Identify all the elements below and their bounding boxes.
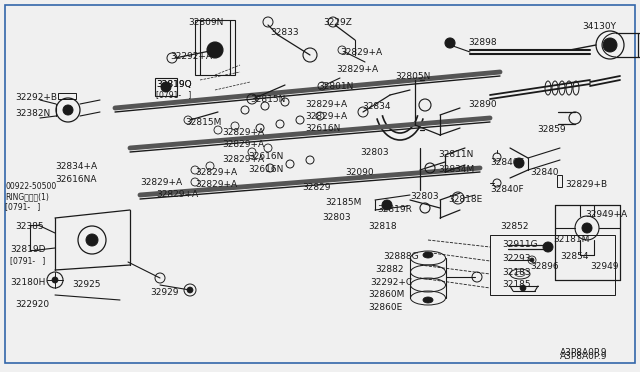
Text: 32854: 32854 xyxy=(560,252,589,261)
Text: 322920: 322920 xyxy=(15,300,49,309)
Text: 32888G: 32888G xyxy=(383,252,419,261)
Text: 32829+A: 32829+A xyxy=(195,168,237,177)
Text: 32185: 32185 xyxy=(502,280,531,289)
Text: 32911G: 32911G xyxy=(502,240,538,249)
Circle shape xyxy=(63,105,73,115)
Text: 32949+A: 32949+A xyxy=(585,210,627,219)
Text: 32898: 32898 xyxy=(468,38,497,47)
Text: [0791-   ]: [0791- ] xyxy=(156,90,191,99)
Text: 32925: 32925 xyxy=(72,280,100,289)
Circle shape xyxy=(187,287,193,293)
Text: 32180H: 32180H xyxy=(10,278,45,287)
Text: A3P8A0P.9: A3P8A0P.9 xyxy=(560,352,607,361)
Text: 32385: 32385 xyxy=(15,222,44,231)
Text: 32181M: 32181M xyxy=(553,235,589,244)
Text: 32829+A: 32829+A xyxy=(222,128,264,137)
Text: 32293: 32293 xyxy=(502,254,531,263)
Ellipse shape xyxy=(423,297,433,303)
Text: 32890: 32890 xyxy=(468,100,497,109)
Circle shape xyxy=(86,234,98,246)
Text: 32829+A: 32829+A xyxy=(336,65,378,74)
Circle shape xyxy=(514,158,524,168)
Text: 32819Q: 32819Q xyxy=(156,80,191,89)
Circle shape xyxy=(520,285,526,291)
Text: 32829+A: 32829+A xyxy=(156,190,198,199)
Text: 32829+A: 32829+A xyxy=(195,180,237,189)
Text: 32949: 32949 xyxy=(590,262,618,271)
Text: 32616N: 32616N xyxy=(305,124,340,133)
Text: 32834+A: 32834+A xyxy=(55,162,97,171)
Ellipse shape xyxy=(423,252,433,258)
Text: 32292+C: 32292+C xyxy=(370,278,412,287)
Circle shape xyxy=(543,242,553,252)
Text: 32834M: 32834M xyxy=(438,165,474,174)
Circle shape xyxy=(382,200,392,210)
Text: 32834: 32834 xyxy=(362,102,390,111)
Text: 32829: 32829 xyxy=(302,183,330,192)
Text: 32803: 32803 xyxy=(360,148,388,157)
Text: 34130Y: 34130Y xyxy=(582,22,616,31)
Text: 32815M: 32815M xyxy=(185,118,221,127)
Circle shape xyxy=(207,42,223,58)
Text: [0791-   ]: [0791- ] xyxy=(5,202,40,211)
Text: 32819D: 32819D xyxy=(10,245,45,254)
Text: 32382N: 32382N xyxy=(15,109,51,118)
Text: 32815N: 32815N xyxy=(250,95,285,104)
Circle shape xyxy=(445,38,455,48)
Text: 32929: 32929 xyxy=(150,288,179,297)
Bar xyxy=(58,93,76,99)
Text: 32840F: 32840F xyxy=(490,185,524,194)
Text: 32829+B: 32829+B xyxy=(565,180,607,189)
Circle shape xyxy=(582,223,592,233)
Text: 32833: 32833 xyxy=(270,28,299,37)
Text: 00922-50500: 00922-50500 xyxy=(5,182,56,191)
Text: 32829+A: 32829+A xyxy=(305,112,347,121)
Text: 32829+A: 32829+A xyxy=(340,48,382,57)
Text: 32616N: 32616N xyxy=(248,165,284,174)
Text: 32819Q: 32819Q xyxy=(156,80,191,89)
Text: 3229Z: 3229Z xyxy=(323,18,352,27)
Text: 32616N: 32616N xyxy=(248,152,284,161)
Text: 32840: 32840 xyxy=(530,168,559,177)
Text: 32090: 32090 xyxy=(345,168,374,177)
Text: 32292+B: 32292+B xyxy=(15,93,57,102)
Circle shape xyxy=(603,38,617,52)
Text: 32819R: 32819R xyxy=(377,205,412,214)
Text: 32840E: 32840E xyxy=(490,158,524,167)
Text: 32852: 32852 xyxy=(500,222,529,231)
Text: 32801N: 32801N xyxy=(318,82,353,91)
Text: A3P8A0P.9: A3P8A0P.9 xyxy=(560,348,607,357)
Text: 32829+A: 32829+A xyxy=(222,155,264,164)
Circle shape xyxy=(52,277,58,283)
Text: 32859: 32859 xyxy=(537,125,566,134)
Text: RINGリング(1): RINGリング(1) xyxy=(5,192,49,201)
Circle shape xyxy=(530,258,534,262)
Text: 32616NA: 32616NA xyxy=(55,175,97,184)
Text: 32805N: 32805N xyxy=(395,72,430,81)
Bar xyxy=(195,20,235,75)
Text: 32896: 32896 xyxy=(530,262,559,271)
Text: 32803: 32803 xyxy=(410,192,438,201)
Text: [0791-   ]: [0791- ] xyxy=(10,256,45,265)
Bar xyxy=(490,235,615,295)
Text: 32882: 32882 xyxy=(375,265,403,274)
Text: 32818E: 32818E xyxy=(448,195,483,204)
Text: 32185M: 32185M xyxy=(325,198,362,207)
Text: 32811N: 32811N xyxy=(438,150,474,159)
Text: 32860E: 32860E xyxy=(368,303,403,312)
Text: 32829+A: 32829+A xyxy=(222,140,264,149)
Text: 32818: 32818 xyxy=(368,222,397,231)
Bar xyxy=(155,78,177,96)
Bar xyxy=(557,175,562,187)
Circle shape xyxy=(161,82,171,92)
Text: 32809N: 32809N xyxy=(188,18,223,27)
Text: 32183: 32183 xyxy=(502,268,531,277)
Text: 32860M: 32860M xyxy=(368,290,404,299)
Text: 32829+A: 32829+A xyxy=(140,178,182,187)
Text: 32829+A: 32829+A xyxy=(305,100,347,109)
Text: 32803: 32803 xyxy=(322,213,351,222)
Text: 32292+A: 32292+A xyxy=(170,52,212,61)
